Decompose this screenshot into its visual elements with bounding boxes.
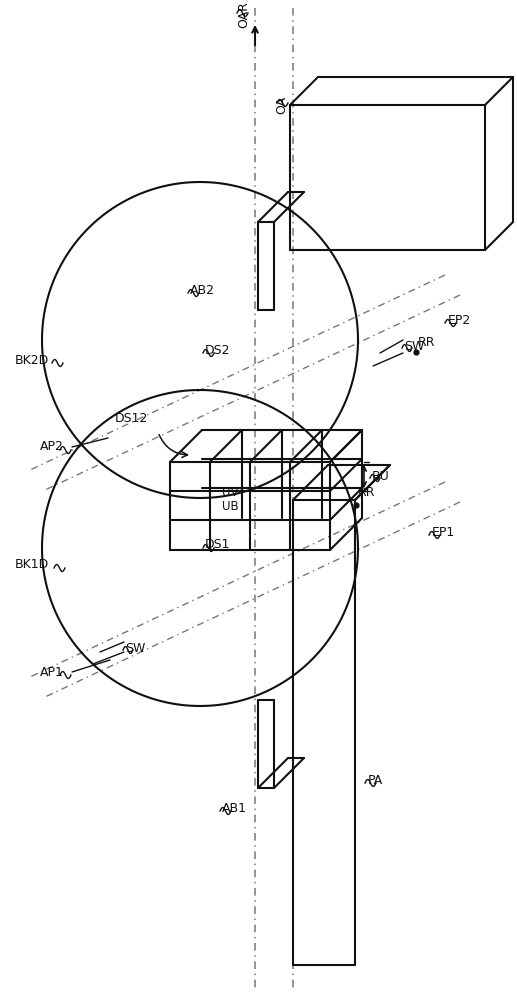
Text: AB1: AB1	[222, 802, 247, 814]
Text: RR: RR	[418, 336, 435, 349]
Text: PA: PA	[368, 774, 383, 786]
Text: EP2: EP2	[448, 314, 472, 326]
Text: DS1: DS1	[205, 538, 231, 552]
Text: UV: UV	[222, 486, 238, 498]
Text: BK2D: BK2D	[15, 354, 49, 366]
Text: BK1D: BK1D	[15, 558, 49, 572]
Text: UB: UB	[222, 499, 239, 512]
Text: BU: BU	[372, 470, 390, 483]
Text: AP1: AP1	[40, 666, 64, 678]
Text: OAR: OAR	[237, 2, 250, 28]
Text: AP2: AP2	[40, 440, 64, 454]
Text: SW: SW	[404, 340, 424, 353]
Text: OA: OA	[275, 96, 288, 114]
Text: SW: SW	[125, 642, 145, 654]
Text: AB2: AB2	[190, 284, 215, 296]
Text: DS12: DS12	[115, 412, 148, 424]
Text: EP1: EP1	[432, 526, 455, 538]
Text: DS2: DS2	[205, 344, 231, 357]
Text: RR: RR	[358, 487, 375, 499]
